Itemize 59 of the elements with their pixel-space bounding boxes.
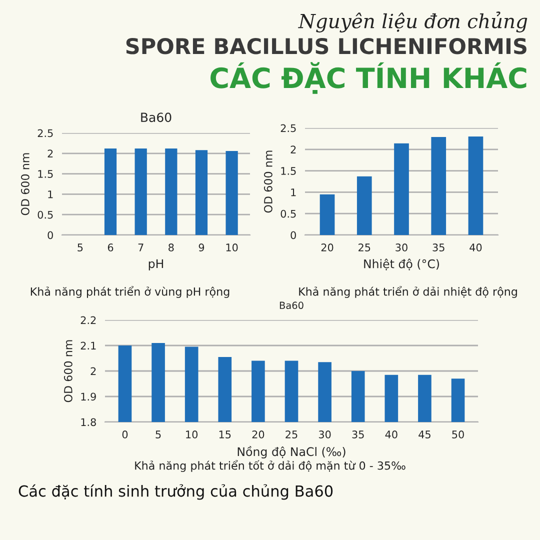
x-tick-label: 25: [358, 244, 370, 252]
x-tick-label: 6: [108, 244, 114, 252]
x-tick-label: 10: [226, 244, 238, 252]
text: Nguyên liệu đơn chủng: [298, 12, 528, 32]
y-tick-label: 1.9: [81, 392, 96, 401]
y-tick-label: 1: [48, 190, 53, 198]
chart-title: Ba60: [280, 302, 304, 310]
x-tick-label: 10: [186, 430, 198, 438]
bar: [431, 136, 446, 235]
text: Các đặc tính sinh trưởng của chủng Ba60: [18, 484, 333, 500]
text: SPORE BACILLUS LICHENIFORMIS: [126, 38, 526, 54]
x-tick-label: 30: [396, 244, 408, 252]
text: Khả năng phát triển ở dải nhiệt độ rộng: [299, 286, 517, 298]
y-tick-label: 2: [290, 146, 296, 154]
y-tick-label: 1.8: [81, 418, 96, 426]
y-tick-label: 1.5: [38, 170, 53, 178]
x-tick-label: 45: [418, 430, 430, 438]
x-tick-label: 20: [252, 430, 264, 438]
text: Khả năng phát triển ở vùng pH rộng: [30, 286, 230, 298]
x-tick-label: 0: [122, 430, 128, 438]
y-tick-label: 0.5: [38, 210, 53, 219]
bar: [320, 194, 335, 235]
x-axis-title: pH: [148, 259, 164, 270]
x-tick-label: 40: [385, 430, 398, 438]
y-tick-label: 2: [48, 150, 53, 158]
x-tick-label: 35: [432, 244, 444, 252]
x-tick-label: 20: [321, 244, 334, 252]
x-tick-label: 5: [78, 244, 83, 252]
text: Khả năng phát triển tốt ở dải độ mặn từ 0 - 35‰: [135, 460, 406, 472]
text: CÁC ĐẶC TÍNH KHÁC: [210, 62, 526, 94]
y-axis-title: OD 600 nm: [20, 153, 30, 216]
x-axis-title: Nồng độ NaCl (‰): [238, 446, 346, 458]
y-tick-label: 1.5: [281, 167, 296, 175]
x-tick-label: 40: [470, 244, 482, 252]
bar: [394, 143, 409, 235]
x-tick-label: 15: [219, 430, 231, 438]
bar: [468, 136, 484, 235]
x-tick-label: 9: [198, 244, 204, 252]
y-tick-label: 1: [291, 188, 296, 196]
y-axis-title: OD 600 nm: [64, 340, 72, 402]
y-tick-label: 2.5: [280, 124, 296, 132]
y-tick-label: 2: [90, 367, 96, 375]
x-tick-label: 5: [156, 430, 161, 438]
chart-title: Ba60: [141, 112, 172, 122]
x-tick-label: 7: [138, 244, 144, 252]
y-tick-label: 2.5: [38, 129, 53, 138]
x-tick-label: 8: [168, 244, 174, 252]
y-axis-title: OD 600 nm: [264, 150, 272, 213]
x-tick-label: 30: [318, 430, 331, 438]
y-tick-label: 0.5: [280, 210, 296, 218]
x-axis-title: Nhiệt độ (°C): [364, 258, 440, 270]
x-tick-label: 25: [286, 430, 298, 438]
y-tick-label: 2.1: [80, 342, 96, 350]
y-tick-label: 2.2: [80, 316, 96, 324]
x-tick-label: 35: [352, 430, 364, 438]
x-tick-label: 50: [452, 430, 464, 438]
bar: [356, 176, 372, 235]
y-tick-label: 0: [48, 231, 53, 240]
y-tick-label: 0: [290, 231, 296, 240]
